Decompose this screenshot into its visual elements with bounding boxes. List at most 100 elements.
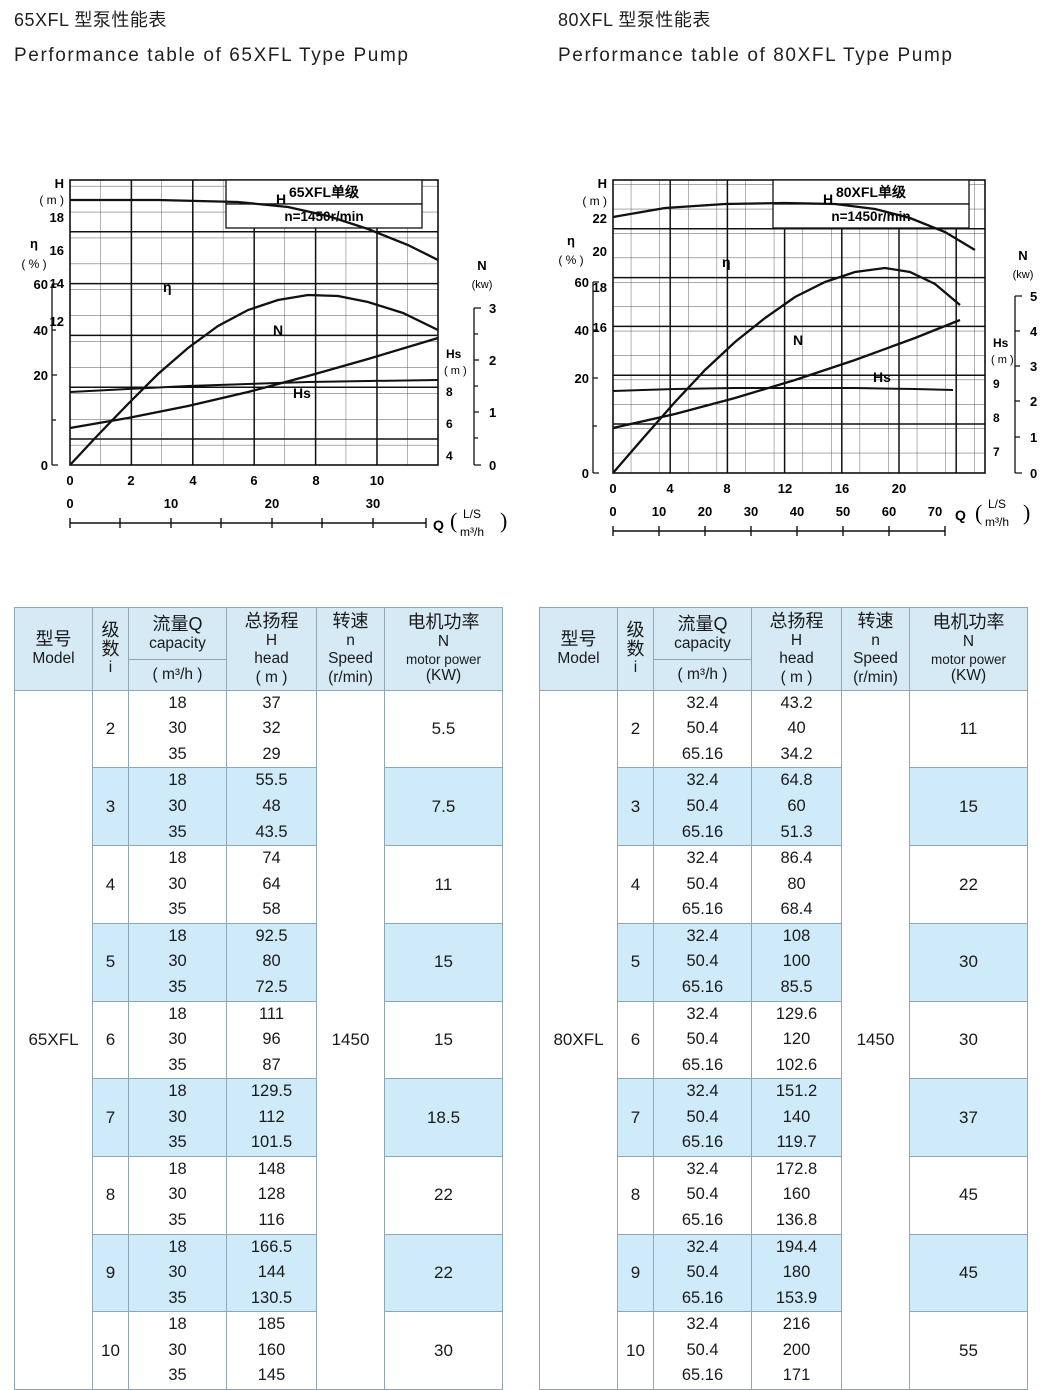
head-value: 140: [782, 1107, 811, 1126]
head-value: 43.2: [780, 693, 813, 712]
capacity-value: 32.4: [686, 1237, 719, 1256]
right-axis-N-label: N: [1018, 248, 1027, 263]
head-value: 120: [782, 1030, 811, 1049]
head-value: 86.4: [780, 849, 813, 868]
capacity-value: 30: [168, 1340, 187, 1359]
right-chart-speed-note: n=1450r/min: [831, 209, 910, 224]
right-header-speed-sym: n: [871, 632, 880, 650]
capacity-value: 35: [168, 1133, 187, 1152]
right-header-capacity-en: capacity: [674, 635, 731, 653]
right-header-speed-en: Speed: [853, 650, 898, 668]
right-axis-N-line: [1014, 295, 1022, 474]
left-header-head-en: head: [254, 650, 289, 668]
left-axis-Q-label: Q: [433, 517, 444, 533]
left-tick-eta-2: 20: [34, 368, 48, 383]
head-value: 43.5: [255, 822, 288, 841]
right-axis-Q-unit-top: L/S: [988, 497, 1006, 511]
right-header-stage-cn: 级数: [626, 619, 645, 659]
capacity-cell: 18 30 35: [128, 1311, 227, 1390]
table-row: 5 18 30 35 92.5 80 72.5 15: [15, 922, 503, 1002]
capacity-cell: 32.4 50.4 65.16: [653, 1233, 752, 1313]
head-value: 51.3: [780, 822, 813, 841]
right-title-cn: 80XFL 型泵性能表: [558, 10, 711, 30]
left-tick-eta-1: 40: [34, 323, 48, 338]
right-title-block: 80XFL 型泵性能表 Performance table of 80XFL T…: [558, 6, 954, 67]
head-value: 85.5: [780, 977, 813, 996]
capacity-value: 32.4: [686, 926, 719, 945]
left-q-brace-open: (: [450, 508, 457, 533]
right-tick-eta-3: 0: [582, 466, 589, 481]
table-row: 4 18 30 35 74 64 58 11: [15, 845, 503, 924]
head-cell: 108 100 85.5: [751, 922, 842, 1002]
right-curve-label-H: H: [823, 191, 833, 207]
capacity-value: 35: [168, 1211, 187, 1230]
table-row: 4 32.4 50.4 65.16 86.4 80 68.4 22: [540, 845, 1028, 924]
right-table-head: 型号 Model 级数 i 流量Q capacity ( m³/h ): [539, 607, 1028, 691]
left-q-brace-close: ): [500, 508, 507, 533]
head-cell: 74 64 58: [226, 845, 317, 924]
stage-cell: 10: [617, 1311, 654, 1390]
head-value: 145: [257, 1366, 286, 1385]
capacity-cell: 32.4 50.4 65.16: [653, 922, 752, 1002]
left-tick-N-0: 3: [489, 301, 496, 316]
stage-cell: 2: [617, 689, 654, 769]
right-xtick-m3h-4: 40: [790, 504, 804, 519]
left-header-capacity-en: capacity: [149, 635, 206, 653]
capacity-cell: 18 30 35: [128, 767, 227, 847]
right-tick-H-2: 18: [593, 280, 607, 295]
head-value: 108: [782, 926, 811, 945]
capacity-value: 65.16: [681, 1211, 724, 1230]
right-curve-N: [612, 318, 961, 430]
right-header-head-en: head: [779, 650, 814, 668]
left-table-header-row: 型号 Model 级数 i 流量Q capacity ( m³/h ): [14, 607, 503, 691]
right-table-header-row: 型号 Model 级数 i 流量Q capacity ( m³/h ): [539, 607, 1028, 691]
capacity-value: 32.4: [686, 693, 719, 712]
left-xtick-m3h-2: 20: [265, 496, 279, 511]
capacity-value: 35: [168, 1055, 187, 1074]
right-xtick-ls-1: 4: [666, 481, 674, 496]
capacity-value: 50.4: [686, 1340, 719, 1359]
right-axis-eta-line: [592, 281, 599, 474]
head-value: 130.5: [250, 1288, 293, 1307]
right-xtick-m3h-0: 0: [609, 504, 616, 519]
capacity-value: 50.4: [686, 1107, 719, 1126]
table-row: 5 32.4 50.4 65.16 108 100 85.5 30: [540, 922, 1028, 1002]
left-performance-chart: 65XFL单级 n=1450r/min H η N Hs H ( m ) 18 …: [8, 160, 523, 560]
left-axis-Q-unit-top: L/S: [463, 507, 481, 521]
head-value: 171: [782, 1366, 811, 1385]
head-cell: 172.8 160 136.8: [751, 1155, 842, 1235]
right-header-model-en: Model: [557, 650, 600, 668]
head-value: 60: [787, 797, 806, 816]
left-axis-N-line: [473, 307, 481, 466]
right-header-capacity: 流量Q capacity ( m³/h ): [653, 607, 752, 691]
capacity-cell: 18 30 35: [128, 845, 227, 924]
head-value: 64: [262, 874, 281, 893]
right-q-brace-close: ): [1023, 500, 1030, 525]
head-cell: 86.4 80 68.4: [751, 845, 842, 924]
table-row: 65XFL 2 18 30 35 37 32 29 1450 5.5: [14, 689, 503, 1390]
head-value: 200: [782, 1340, 811, 1359]
left-header-speed: 转速 n Speed (r/min): [316, 607, 385, 691]
right-header-capacity-cn: 流量Q: [677, 614, 728, 634]
capacity-cell: 18 30 35: [128, 1155, 227, 1235]
left-model-cell: 65XFL: [14, 689, 93, 1390]
stage-cell: 10: [92, 1311, 129, 1390]
right-header-model: 型号 Model: [539, 607, 618, 691]
table-row: 7 18 30 35 129.5 112 101.5 18.5: [15, 1078, 503, 1157]
left-header-speed-en: Speed: [328, 650, 373, 668]
head-value: 112: [258, 1107, 285, 1126]
head-value: 29: [262, 744, 281, 763]
power-cell: 55: [909, 1311, 1028, 1390]
capacity-value: 35: [168, 900, 187, 919]
right-tick-N-3: 2: [1030, 394, 1037, 409]
left-header-model-en: Model: [32, 650, 75, 668]
capacity-value: 30: [168, 719, 187, 738]
left-xtick-ls-3: 6: [250, 473, 257, 488]
left-axis-eta-label: η: [30, 236, 38, 251]
left-tick-N-2: 1: [489, 405, 496, 420]
table-row: 6 18 30 35 111 96 87 15: [15, 1000, 503, 1080]
right-header-stage-en: i: [633, 658, 638, 676]
left-header-capacity: 流量Q capacity ( m³/h ): [128, 607, 227, 691]
capacity-value: 32.4: [686, 1159, 719, 1178]
left-axis-Hs-unit: ( m ): [444, 365, 467, 377]
